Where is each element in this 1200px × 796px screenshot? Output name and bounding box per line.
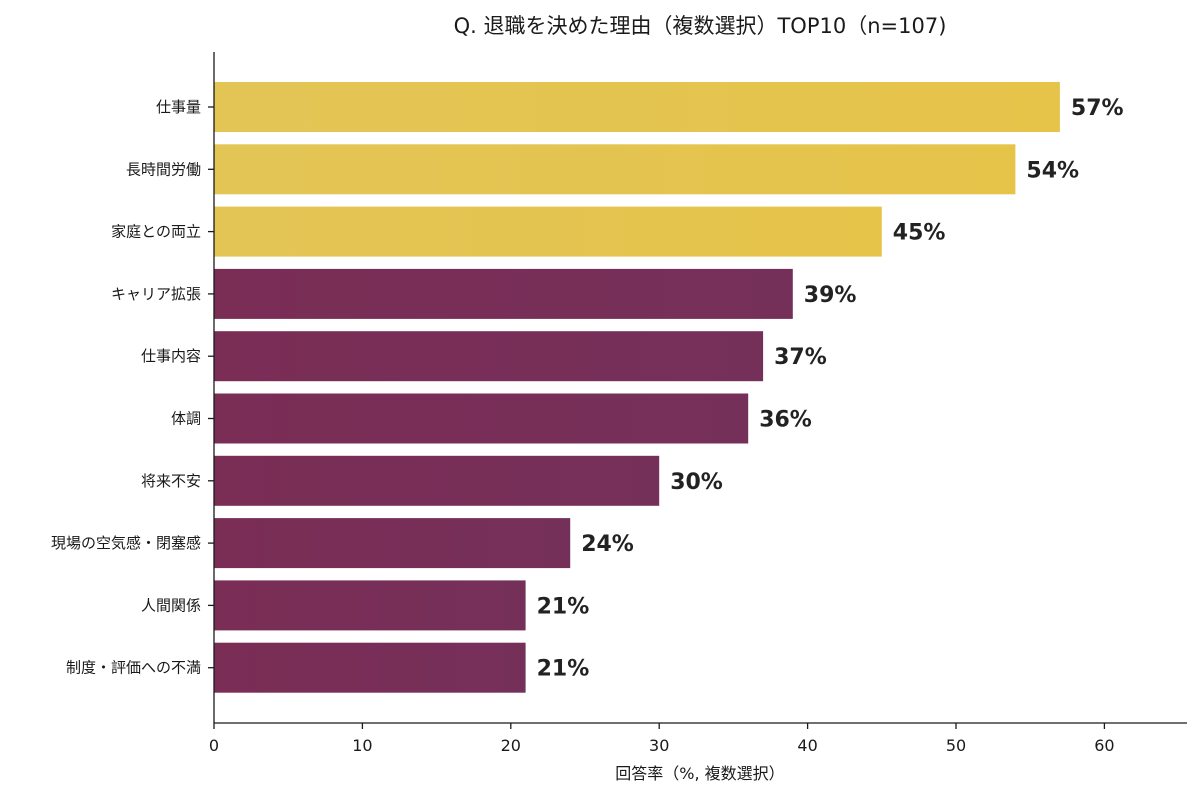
x-tick-label-50: 50: [946, 736, 966, 755]
category-label-6: 体調: [171, 410, 201, 428]
value-label-4: 39%: [804, 283, 857, 308]
value-label-1: 57%: [1071, 96, 1124, 121]
value-label-6: 36%: [759, 408, 812, 433]
x-axis-title: 回答率（%, 複数選択）: [615, 764, 784, 783]
category-labels-layer: 仕事量長時間労働家庭との両立キャリア拡張仕事内容体調将来不安現場の空気感・閉塞感…: [51, 98, 201, 677]
value-label-2: 54%: [1026, 158, 1079, 183]
x-tick-label-10: 10: [352, 736, 372, 755]
category-label-2: 長時間労働: [126, 160, 201, 178]
category-label-3: 家庭との両立: [111, 223, 201, 241]
bar-10: [214, 642, 526, 693]
bar-6: [214, 393, 749, 444]
bar-7: [214, 455, 660, 506]
bar-3: [214, 206, 882, 257]
bar-1: [214, 82, 1060, 132]
x-tick-label-0: 0: [209, 736, 219, 755]
category-label-10: 制度・評価への不満: [66, 659, 201, 677]
bar-8: [214, 518, 571, 569]
x-tick-label-60: 60: [1094, 736, 1114, 755]
value-label-7: 30%: [670, 470, 723, 495]
x-tick-label-30: 30: [649, 736, 669, 755]
bars-layer: [214, 82, 1060, 693]
value-label-9: 21%: [537, 594, 590, 619]
category-label-9: 人間関係: [141, 596, 201, 614]
x-ticks-layer: 0 10 20 30 40 50 60: [208, 106, 1115, 755]
bar-5: [214, 331, 764, 382]
bar-9: [214, 580, 526, 631]
category-label-8: 現場の空気感・閉塞感: [51, 534, 201, 552]
value-label-5: 37%: [774, 345, 827, 370]
category-label-5: 仕事内容: [141, 347, 201, 365]
category-label-4: キャリア拡張: [111, 285, 201, 303]
value-label-10: 21%: [537, 657, 590, 682]
category-label-7: 将来不安: [141, 472, 201, 490]
x-tick-label-20: 20: [501, 736, 521, 755]
x-tick-label-40: 40: [797, 736, 817, 755]
value-label-8: 24%: [581, 532, 634, 557]
bar-4: [214, 268, 793, 319]
value-label-3: 45%: [893, 221, 946, 246]
category-label-1: 仕事量: [156, 98, 201, 116]
value-labels-layer: 57% 54% 45% 39% 37% 36% 30% 24% 21% 21%: [537, 96, 1124, 682]
chart-title: Q. 退職を決めた理由（複数選択）TOP10（n=107): [454, 14, 947, 38]
bar-2: [214, 144, 1016, 195]
